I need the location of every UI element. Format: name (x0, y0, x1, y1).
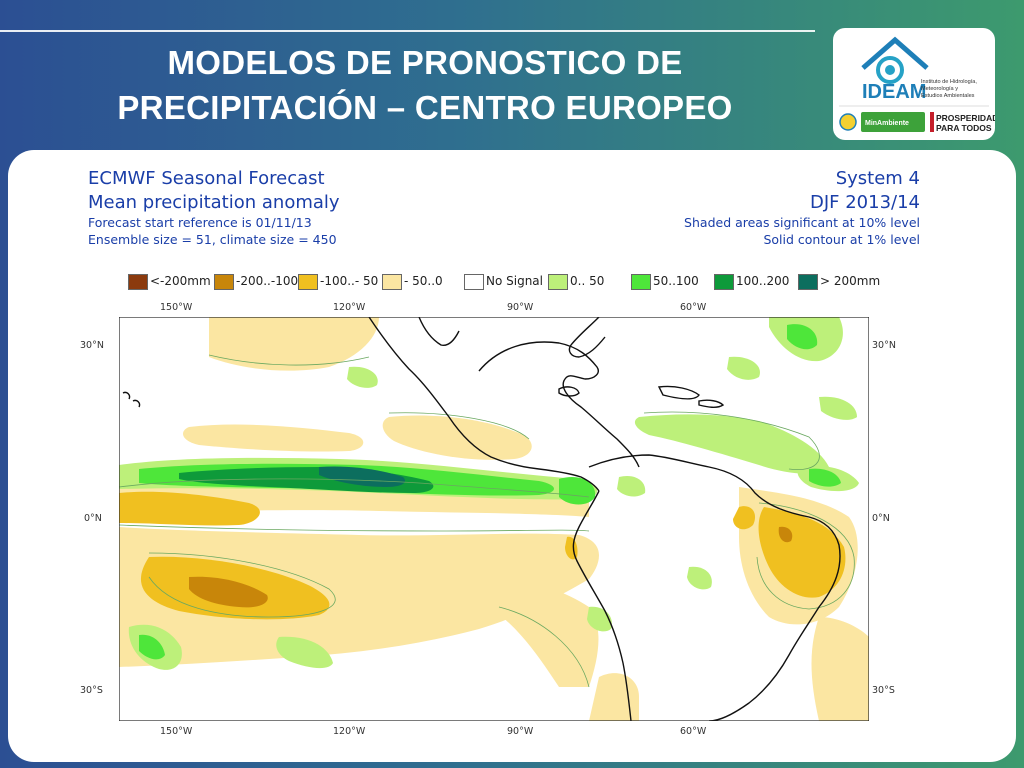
forecast-system: System 4 (835, 168, 920, 189)
legend-swatch (798, 273, 818, 290)
lat-label-left: 0°N (84, 513, 102, 524)
lon-label-bottom: 150°W (160, 726, 193, 737)
legend-swatch (382, 273, 402, 290)
lat-label-right: 30°S (872, 685, 895, 696)
logo-subtitle-1: Instituto de Hidrología, (921, 79, 977, 85)
logo-subtitle-2: Meteorología y (921, 86, 958, 92)
lon-label-bottom: 120°W (333, 726, 366, 737)
lat-label-right: 30°N (872, 340, 896, 351)
legend-swatch (548, 273, 568, 290)
lat-label-left: 30°N (80, 340, 104, 351)
forecast-ensemble: Ensemble size = 51, climate size = 450 (88, 232, 337, 247)
legend-item: <-200mm (128, 272, 211, 290)
legend-item: - 50..0 (382, 272, 443, 290)
forecast-period: DJF 2013/14 (809, 192, 920, 213)
ideam-logo: IDEAM Instituto de Hidrología, Meteorolo… (833, 28, 995, 140)
ideam-logo-graphic: IDEAM Instituto de Hidrología, Meteorolo… (839, 36, 995, 133)
legend-swatch (214, 273, 234, 290)
legend-item: -100..- 50 (298, 272, 378, 290)
forecast-note-1: Shaded areas significant at 10% level (684, 215, 920, 230)
legend-item: > 200mm (798, 272, 880, 290)
legend-swatch (298, 273, 318, 290)
slide-title: MODELOS DE PRONOSTICO DE PRECIPITACIÓN –… (40, 40, 810, 130)
legend-item: 100..200 (714, 272, 789, 290)
logo-roof-icon (861, 36, 929, 70)
slogan-line1: PROSPERIDAD (936, 113, 995, 123)
forecast-note-2: Solid contour at 1% level (763, 232, 920, 247)
forecast-start-ref: Forecast start reference is 01/11/13 (88, 215, 312, 230)
lon-label-bottom: 60°W (680, 726, 707, 737)
legend-swatch (464, 273, 484, 290)
slogan-line2: PARA TODOS (936, 123, 992, 133)
anomaly-strong-positive (179, 466, 434, 493)
logo-wordmark: IDEAM (862, 81, 926, 103)
lon-label-top: 120°W (333, 302, 366, 313)
anomaly-strong-negative (189, 526, 793, 608)
logo-subtitle-3: Estudios Ambientales (921, 93, 975, 99)
legend-item: No Signal (464, 272, 543, 290)
lon-label-top: 60°W (680, 302, 707, 313)
legend-swatch (128, 273, 148, 290)
lon-label-top: 90°W (507, 302, 534, 313)
forecast-subtitle: Mean precipitation anomaly (88, 192, 340, 213)
slide-title-line2: PRECIPITACIÓN – CENTRO EUROPEO (117, 89, 733, 126)
lat-label-left: 30°S (80, 685, 103, 696)
lon-label-top: 150°W (160, 302, 193, 313)
ministry-label: MinAmbiente (865, 120, 909, 127)
slide-title-line1: MODELOS DE PRONOSTICO DE (167, 44, 683, 81)
forecast-title: ECMWF Seasonal Forecast (88, 168, 325, 189)
header-divider (0, 30, 815, 32)
legend-item: 50..100 (631, 272, 699, 290)
significance-contours (119, 354, 855, 688)
lon-label-bottom: 90°W (507, 726, 534, 737)
coastlines (122, 317, 841, 721)
legend-item: 0.. 50 (548, 272, 604, 290)
colombia-seal-icon (839, 113, 857, 131)
legend-swatch (714, 273, 734, 290)
lat-label-right: 0°N (872, 513, 890, 524)
legend-swatch (631, 273, 651, 290)
logo-swirl-icon (876, 56, 904, 84)
legend-item: -200..-100 (214, 272, 298, 290)
precipitation-anomaly-map (119, 317, 869, 721)
ministry-badge (861, 112, 925, 132)
